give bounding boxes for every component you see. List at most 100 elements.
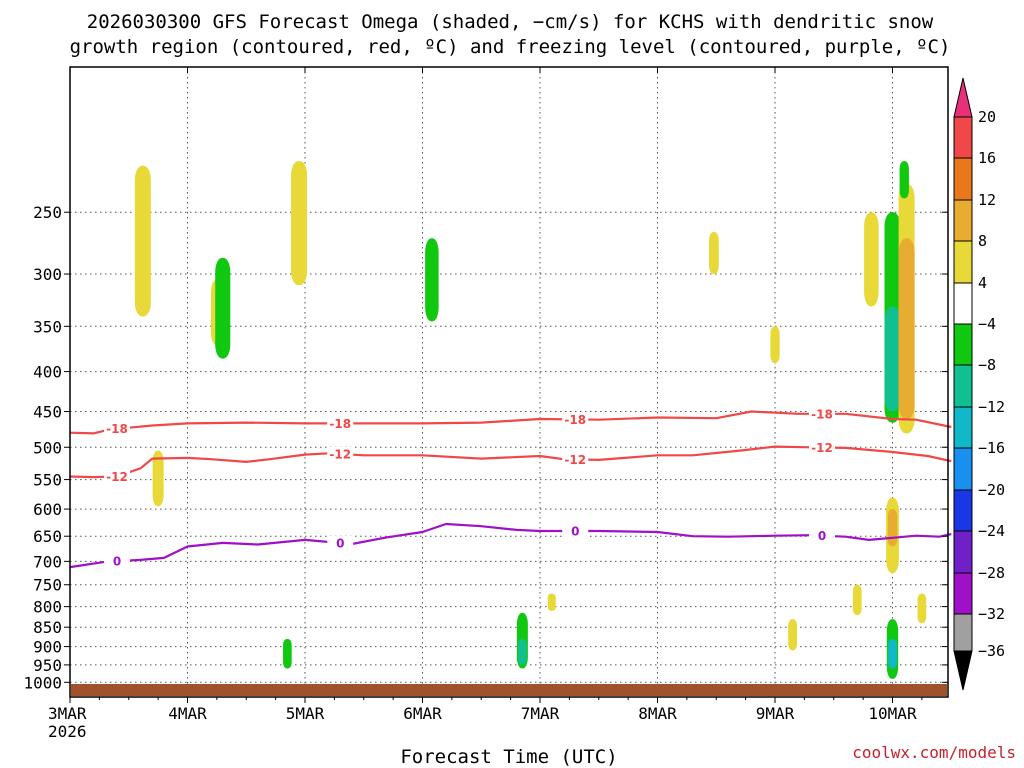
chart-title-line2: growth region (contoured, red, ºC) and f… — [70, 36, 951, 58]
colorbar-label: −24 — [978, 522, 1005, 540]
colorbar-label: −16 — [978, 439, 1005, 457]
contour-label: -12 — [564, 453, 586, 467]
colorbar-swatch — [953, 613, 973, 652]
omega-cell — [898, 238, 915, 419]
colorbar-swatch — [953, 364, 973, 408]
colorbar-swatch — [953, 157, 973, 201]
surface-band — [71, 683, 947, 696]
colorbar-swatch — [953, 282, 973, 325]
colorbar-cap-bottom — [953, 650, 973, 691]
x-tick-label: 5MAR — [286, 704, 325, 723]
colorbar-label: 16 — [978, 149, 996, 167]
y-tick-label: 650 — [33, 527, 62, 546]
y-tick-label: 400 — [33, 363, 62, 382]
contour-label: 0 — [818, 529, 826, 543]
colorbar-label: 8 — [978, 232, 987, 250]
y-tick-label: 800 — [33, 598, 62, 617]
omega-cell — [291, 161, 308, 286]
contour-label-bg — [809, 528, 835, 542]
colorbar: 20 16 12 8 4 −4 −8 −12 −16 −20 −24 −28 −32 −36 — [953, 77, 1005, 691]
omega-cell — [852, 584, 862, 616]
contour-label-bg — [104, 421, 130, 435]
contour-label: -12 — [811, 441, 833, 455]
contours: -18 -18 -18 -18 -12 -12 -12 -12 0 0 0 0 — [69, 406, 952, 569]
omega-cell — [899, 161, 909, 199]
colorbar-label: −12 — [978, 398, 1005, 416]
colorbar-label: −20 — [978, 481, 1005, 499]
colorbar-label: −28 — [978, 564, 1005, 582]
colorbar-swatch — [953, 572, 973, 615]
x-tick-label: 8MAR — [638, 704, 677, 723]
omega-cell — [283, 638, 292, 669]
contour-label: -18 — [329, 417, 351, 431]
omega-cell — [152, 450, 164, 507]
y-tick-label: 750 — [33, 576, 62, 595]
contour-label: -12 — [106, 470, 128, 484]
colorbar-swatch — [953, 447, 973, 491]
contour-label-bg — [562, 452, 589, 466]
chart-title-line1: 2026030300 GFS Forecast Omega (shaded, −… — [87, 11, 934, 33]
colorbar-swatch — [953, 199, 973, 242]
x-tick-sublabel: 2026 — [48, 722, 87, 741]
colorbar-label: 12 — [978, 191, 996, 209]
x-tick-label: 10MAR — [868, 704, 917, 723]
contour-label: -18 — [811, 407, 833, 421]
x-tick-label: 4MAR — [168, 704, 207, 723]
y-tick-label: 300 — [33, 265, 62, 284]
contour-label: -18 — [564, 413, 586, 427]
colorbar-cap-top — [953, 77, 973, 118]
y-tick-label: 250 — [33, 203, 62, 222]
x-tick-label: 9MAR — [756, 704, 795, 723]
contour-label-bg — [327, 535, 354, 549]
y-tick-label: 500 — [33, 438, 62, 457]
omega-cell — [864, 212, 879, 307]
contour-label-bg — [809, 440, 835, 454]
grid — [70, 67, 948, 697]
contour-label: 0 — [113, 555, 121, 569]
contour-label: 0 — [336, 536, 344, 550]
omega-cell — [709, 231, 719, 275]
contour-label-bg — [809, 406, 835, 420]
colorbar-swatch — [953, 323, 973, 366]
omega-cell — [888, 638, 897, 669]
contour-label-bg — [104, 554, 130, 568]
contour-label-bg — [327, 446, 354, 460]
omega-cell — [887, 509, 898, 547]
omega-cell — [770, 326, 780, 364]
y-tick-label: 600 — [33, 500, 62, 519]
y-tick-label: 1000 — [23, 673, 62, 692]
plot-frame — [69, 66, 949, 698]
colorbar-label: −32 — [978, 605, 1005, 623]
y-tick-label: 850 — [33, 618, 62, 637]
contour-label: -18 — [106, 422, 128, 436]
omega-cell — [215, 257, 231, 359]
x-tick-label: 6MAR — [403, 704, 442, 723]
omega-cell — [134, 165, 151, 317]
x-tick-label: 7MAR — [521, 704, 560, 723]
omega-cell — [425, 238, 439, 322]
credit-link[interactable]: coolwx.com/models — [852, 743, 1016, 762]
colorbar-label: −4 — [978, 315, 996, 333]
y-tick-label: 450 — [33, 403, 62, 422]
contour-line — [69, 522, 952, 569]
colorbar-swatch — [953, 489, 973, 532]
omega-cell — [518, 638, 527, 665]
axes: 2503003504004505005506006507007508008509… — [23, 66, 949, 741]
y-tick-label: 350 — [33, 317, 62, 336]
contour-line — [69, 445, 952, 479]
colorbar-label: 20 — [978, 108, 996, 126]
x-axis-label: Forecast Time (UTC) — [400, 746, 617, 768]
colorbar-label: 4 — [978, 274, 987, 292]
y-tick-label: 900 — [33, 638, 62, 657]
contour-label: -12 — [329, 447, 351, 461]
omega-cell — [547, 593, 556, 611]
colorbar-swatch — [953, 116, 973, 159]
colorbar-label: −8 — [978, 356, 996, 374]
colorbar-swatch — [953, 240, 973, 284]
contour-label-bg — [327, 416, 354, 430]
contour-label-bg — [562, 523, 589, 537]
contour-label: 0 — [571, 524, 579, 538]
colorbar-label: −36 — [978, 642, 1005, 660]
colorbar-swatch — [953, 406, 973, 449]
